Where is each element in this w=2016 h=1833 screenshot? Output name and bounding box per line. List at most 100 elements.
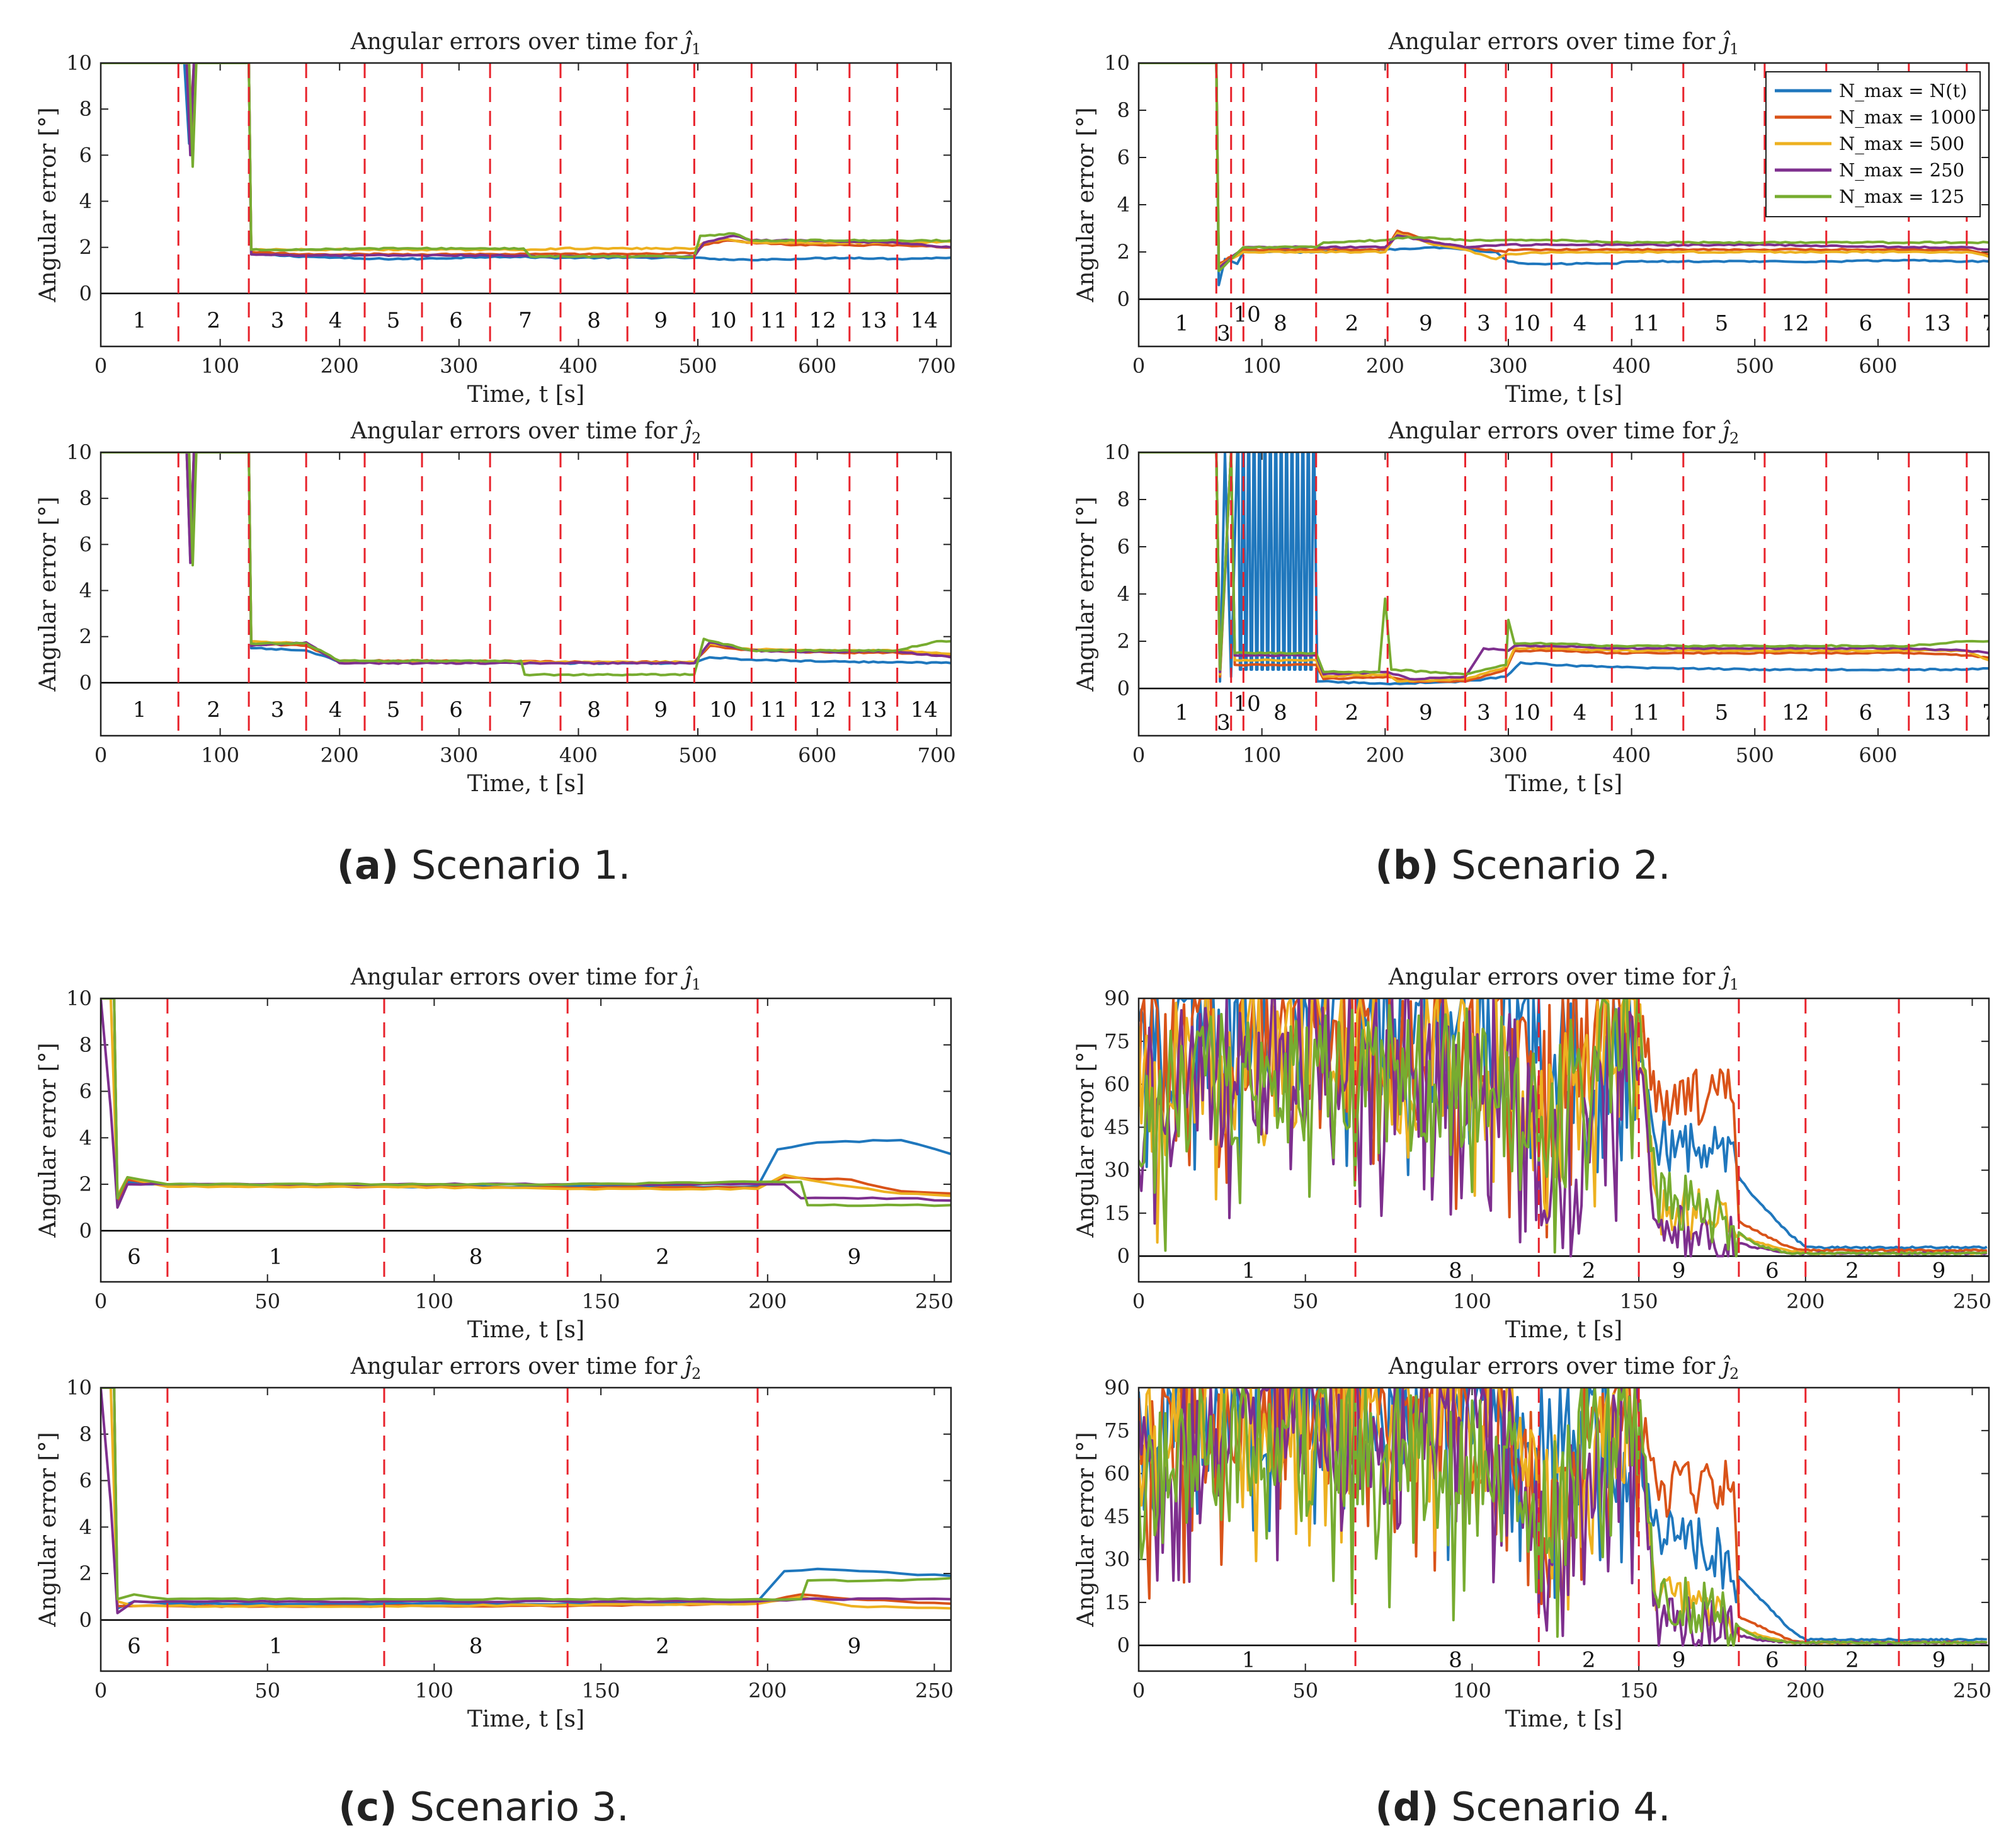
xtick-label: 200 bbox=[1786, 1289, 1825, 1313]
phase-label: 5 bbox=[1715, 311, 1729, 336]
ytick-label: 75 bbox=[1104, 1419, 1130, 1442]
phase-label: 3 bbox=[1477, 700, 1491, 726]
phase-label: 2 bbox=[1845, 1648, 1859, 1673]
ytick-label: 30 bbox=[1104, 1158, 1130, 1182]
phase-label: 9 bbox=[1419, 311, 1433, 336]
phase-label: 13 bbox=[1923, 700, 1951, 726]
xtick-label: 400 bbox=[559, 354, 598, 378]
phase-label: 8 bbox=[1273, 700, 1287, 726]
xtick-label: 100 bbox=[415, 1289, 453, 1313]
xtick-label: 250 bbox=[1953, 1679, 1991, 1703]
phase-label: 3 bbox=[1217, 711, 1231, 736]
series-line-n500 bbox=[1139, 452, 1989, 683]
phase-label: 8 bbox=[469, 1633, 483, 1659]
ytick-label: 2 bbox=[1117, 629, 1130, 653]
series-line-n125 bbox=[1139, 1388, 1988, 1647]
phase-label: 12 bbox=[1782, 311, 1809, 336]
y-axis-label: Angular error [°] bbox=[35, 107, 61, 302]
phase-label: 9 bbox=[1672, 1648, 1686, 1673]
series-line-n125 bbox=[1139, 452, 1989, 676]
ytick-label: 90 bbox=[1104, 1376, 1130, 1400]
series-line-n250 bbox=[1139, 63, 1989, 270]
plot-area: 1310829310411512613714 bbox=[1139, 452, 1989, 736]
series-line-n125 bbox=[101, 1388, 951, 1601]
phase-label: 13 bbox=[1923, 311, 1951, 336]
phase-label: 3 bbox=[1217, 321, 1231, 346]
axes-frame bbox=[1137, 1386, 1990, 1672]
x-axis-label: Time, t [s] bbox=[467, 771, 584, 797]
phase-label: 4 bbox=[329, 697, 343, 722]
phase-label: 8 bbox=[469, 1244, 483, 1269]
y-axis-label: Angular error [°] bbox=[1073, 107, 1099, 302]
ytick-label: 8 bbox=[1117, 488, 1130, 511]
ytick-label: 15 bbox=[1104, 1201, 1130, 1225]
chart-title: Angular errors over time for ĵ1 bbox=[1388, 29, 1740, 58]
phase-label: 7 bbox=[1982, 311, 1996, 336]
ytick-label: 8 bbox=[79, 1422, 92, 1446]
phase-label: 4 bbox=[329, 308, 343, 333]
phase-label: 3 bbox=[271, 308, 285, 333]
y-axis-label: Angular error [°] bbox=[35, 1042, 61, 1238]
xtick-label: 500 bbox=[678, 354, 717, 378]
ytick-label: 10 bbox=[1104, 440, 1130, 464]
phase-label: 6 bbox=[127, 1244, 141, 1269]
series-line-n1000 bbox=[101, 1388, 951, 1608]
phase-label: 1 bbox=[133, 308, 147, 333]
xtick-label: 0 bbox=[94, 354, 107, 378]
phase-label: 11 bbox=[760, 308, 787, 333]
ytick-label: 2 bbox=[79, 625, 92, 649]
ytick-label: 75 bbox=[1104, 1029, 1130, 1053]
caption-b: (b) Scenario 2. bbox=[1375, 842, 1670, 888]
xtick-label: 250 bbox=[915, 1289, 954, 1313]
phase-label: 13 bbox=[860, 697, 887, 722]
xtick-label: 200 bbox=[321, 743, 359, 767]
phase-label: 2 bbox=[1845, 1259, 1859, 1284]
series-line-Nt bbox=[101, 452, 951, 665]
axes-frame bbox=[100, 62, 952, 348]
caption-a: (a) Scenario 1. bbox=[337, 842, 631, 888]
ytick-label: 2 bbox=[79, 1172, 92, 1196]
ytick-label: 30 bbox=[1104, 1548, 1130, 1572]
xtick-label: 100 bbox=[1243, 743, 1281, 767]
series-line-n1000 bbox=[1139, 63, 1989, 265]
xtick-label: 0 bbox=[1132, 1289, 1145, 1313]
plot-area: 1 2 3 4 5 6 7 8 9 10 11 12 13 14 bbox=[101, 452, 951, 736]
series-line-n250 bbox=[101, 63, 951, 259]
legend-label-n1000: N_max = 1000 bbox=[1839, 106, 1976, 128]
phase-label: 9 bbox=[848, 1244, 862, 1269]
xtick-label: 100 bbox=[415, 1679, 453, 1703]
series-line-n500 bbox=[101, 998, 951, 1197]
x-axis-label: Time, t [s] bbox=[467, 1706, 584, 1732]
phase-label: 6 bbox=[449, 308, 463, 333]
x-axis-label: Time, t [s] bbox=[1505, 1706, 1622, 1732]
ytick-label: 6 bbox=[79, 532, 92, 556]
phase-label: 1 bbox=[1175, 700, 1189, 726]
ytick-label: 4 bbox=[79, 1126, 92, 1150]
series-line-n125 bbox=[101, 63, 951, 259]
series-line-Nt bbox=[101, 998, 951, 1204]
phase-label: 10 bbox=[1513, 700, 1540, 726]
phase-label: 10 bbox=[1234, 302, 1261, 328]
y-axis-label: Angular error [°] bbox=[1073, 1042, 1099, 1238]
phase-label: 3 bbox=[271, 697, 285, 722]
chart-title: Angular errors over time for ĵ2 bbox=[1388, 418, 1740, 447]
phase-label: 12 bbox=[809, 308, 836, 333]
series-line-n125 bbox=[1139, 63, 1989, 272]
xtick-label: 200 bbox=[1366, 743, 1404, 767]
phase-label: 1 bbox=[133, 697, 147, 722]
ytick-label: 60 bbox=[1104, 1461, 1130, 1485]
xtick-label: 100 bbox=[1453, 1679, 1491, 1703]
phase-label: 9 bbox=[1419, 700, 1433, 726]
xtick-label: 100 bbox=[201, 354, 239, 378]
xtick-label: 250 bbox=[1953, 1289, 1991, 1313]
xtick-label: 100 bbox=[201, 743, 239, 767]
phase-label: 8 bbox=[587, 308, 601, 333]
series-line-Nt bbox=[1139, 998, 1988, 1250]
ytick-label: 0 bbox=[1117, 1633, 1130, 1657]
series-line-n250 bbox=[101, 452, 951, 665]
series-line-n1000 bbox=[101, 452, 951, 664]
